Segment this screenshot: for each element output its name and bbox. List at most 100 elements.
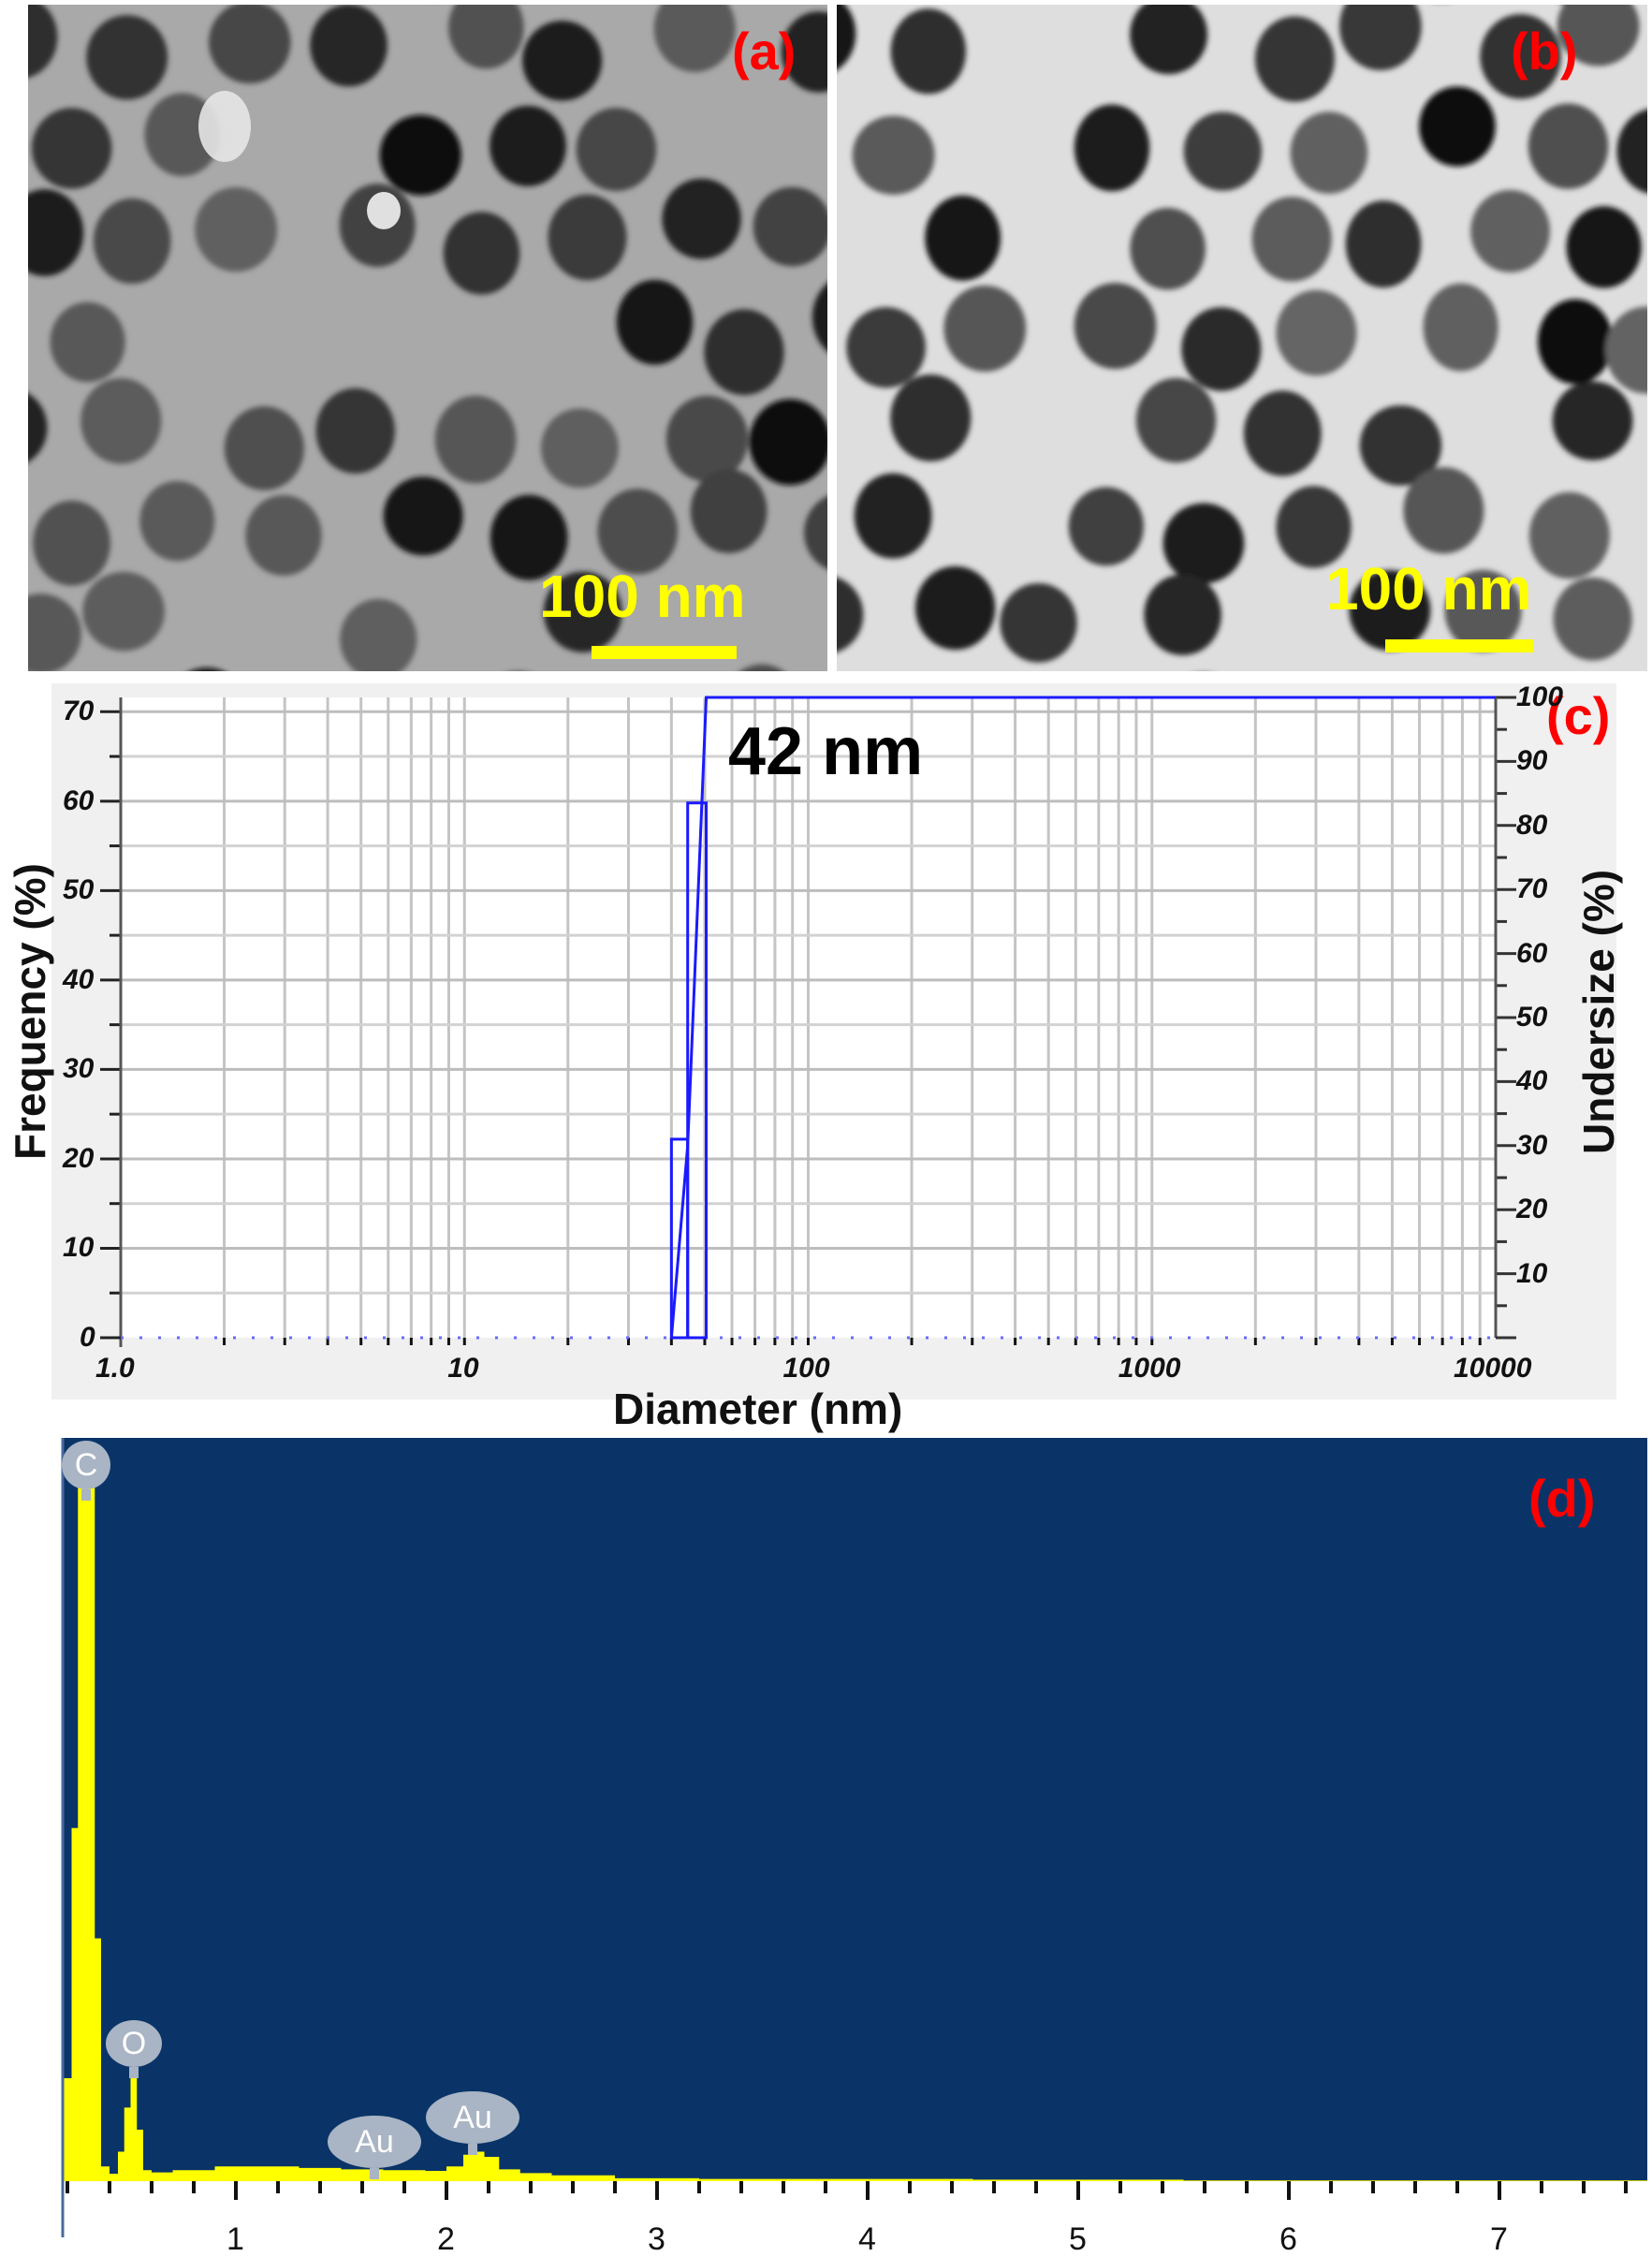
nanoparticle — [1419, 86, 1496, 167]
nanoparticle — [1480, 13, 1561, 99]
nanoparticle — [1557, 5, 1640, 66]
y-tick-label: 40 — [63, 963, 95, 995]
y-tick-label: 70 — [63, 696, 95, 727]
nanoparticle — [890, 8, 967, 95]
y2-tick-label: 60 — [1516, 937, 1548, 969]
nanoparticle — [31, 108, 112, 189]
nanoparticle — [1339, 5, 1422, 71]
nanoparticle — [1345, 200, 1422, 288]
y-tick-label: 30 — [63, 1053, 95, 1085]
y2-tick-label: 20 — [1516, 1194, 1548, 1225]
nanoparticle — [139, 480, 215, 562]
nanoparticle — [1403, 466, 1484, 554]
y-tick-label: 20 — [63, 1142, 95, 1174]
nanoparticle — [846, 307, 926, 388]
eds-x-tick-label: 6 — [1279, 2221, 1297, 2257]
nanoparticle — [1254, 16, 1335, 102]
nanoparticle — [191, 667, 223, 671]
y2-tick-label: 90 — [1516, 745, 1548, 777]
nanoparticle — [245, 494, 322, 576]
nanoparticle — [1068, 487, 1145, 566]
nanoparticle — [1074, 104, 1150, 192]
nanoparticle — [434, 395, 517, 484]
eds-x-tick-label: 1 — [227, 2221, 244, 2257]
nanoparticle — [490, 105, 566, 187]
nanoparticle — [224, 405, 304, 491]
nanoparticle — [1553, 577, 1632, 661]
nanoparticle — [1423, 283, 1498, 372]
scale-bar-b — [1385, 639, 1533, 652]
nanoparticle — [1276, 289, 1357, 376]
nanoparticle — [28, 594, 81, 671]
dls-size-distribution-chart — [100, 696, 1516, 1347]
peak-label-au: Au — [426, 2091, 519, 2155]
nanoparticle — [740, 664, 783, 671]
nanoparticle — [1130, 5, 1208, 75]
nanoparticle — [1616, 109, 1647, 194]
panel-label-a: (a) — [732, 22, 797, 81]
nanoparticle — [543, 571, 622, 652]
nanoparticle — [804, 495, 827, 570]
undersize-curve — [669, 696, 1496, 1339]
peak-label-stem — [81, 1489, 91, 1501]
tem-image-a: (a) 100 nm — [28, 5, 827, 671]
nanoparticle — [749, 399, 827, 486]
nanoparticle — [943, 286, 1027, 373]
nanoparticle — [837, 5, 856, 70]
panel-label-c: (c) — [1546, 686, 1611, 745]
nanoparticle — [704, 309, 784, 396]
nanoparticle — [383, 476, 463, 556]
nanoparticle — [340, 598, 417, 671]
nanoparticle — [1537, 299, 1614, 385]
panel-label-b: (b) — [1511, 22, 1578, 81]
nanoparticle — [1183, 111, 1263, 191]
nanoparticle — [82, 571, 165, 652]
eds-x-tick-label: 2 — [437, 2221, 455, 2257]
nanoparticle — [1552, 381, 1633, 461]
bright-patch — [198, 91, 251, 162]
y2-tick-label: 70 — [1516, 873, 1548, 905]
x-axis-title-diameter: Diameter (nm) — [613, 1385, 903, 1433]
y2-tick-label: 50 — [1516, 1002, 1548, 1033]
y2-tick-label: 30 — [1516, 1129, 1548, 1161]
nanoparticle — [379, 114, 461, 196]
y-axis-title-frequency: Frequency (%) — [6, 863, 54, 1160]
nanoparticle — [1528, 491, 1610, 579]
nanoparticle — [1349, 570, 1431, 651]
eds-x-tick-label: 5 — [1069, 2221, 1087, 2257]
tem-image-b: (b) 100 nm — [837, 5, 1647, 671]
nanoparticle — [28, 5, 58, 78]
nanoparticle — [925, 195, 1001, 281]
nanoparticle — [653, 5, 736, 72]
nanoparticle — [753, 186, 827, 267]
nanoparticle — [662, 178, 741, 259]
nanoparticle — [854, 473, 932, 559]
x-tick-label: 1000 — [1118, 1353, 1181, 1384]
nanoparticle — [1000, 582, 1077, 663]
nanoparticle — [195, 186, 278, 272]
nanoparticle — [448, 5, 524, 69]
y-tick-label: 0 — [80, 1322, 95, 1353]
nanoparticle — [616, 279, 694, 365]
nanoparticle — [781, 11, 827, 93]
nanoparticle — [1566, 206, 1642, 288]
nanoparticle — [1243, 390, 1322, 476]
peak-label-o: O — [106, 2020, 162, 2078]
nanoparticle — [315, 388, 395, 474]
x-tick-label: 1.0 — [95, 1353, 135, 1384]
panel-label-d: (d) — [1528, 1469, 1596, 1528]
y2-tick-label: 80 — [1516, 809, 1548, 841]
nanoparticle — [443, 212, 520, 295]
y2-tick-label: 100 — [1516, 681, 1564, 712]
nanoparticle-field-b — [837, 5, 1647, 663]
nanoparticle — [1290, 111, 1368, 194]
y-tick-label: 60 — [63, 784, 95, 816]
nanoparticle — [522, 21, 603, 101]
nanoparticle — [852, 115, 935, 195]
nanoparticle — [665, 395, 749, 482]
scale-bar-text-b: 100 nm — [1325, 555, 1532, 623]
nanoparticle — [811, 283, 827, 352]
nanoparticle — [1144, 574, 1221, 656]
y2-tick-label: 10 — [1516, 1257, 1548, 1289]
nanoparticle — [1470, 189, 1551, 272]
